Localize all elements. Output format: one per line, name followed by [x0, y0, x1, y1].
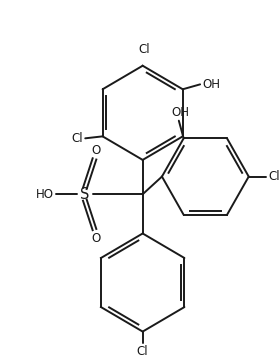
Text: OH: OH [202, 78, 220, 91]
Text: Cl: Cl [72, 132, 83, 145]
Text: Cl: Cl [268, 170, 280, 183]
Text: HO: HO [36, 188, 54, 201]
Text: Cl: Cl [137, 345, 148, 358]
Text: OH: OH [172, 106, 190, 119]
Text: O: O [92, 231, 101, 244]
Text: S: S [80, 187, 90, 202]
Text: Cl: Cl [139, 43, 150, 56]
Text: O: O [92, 144, 101, 157]
